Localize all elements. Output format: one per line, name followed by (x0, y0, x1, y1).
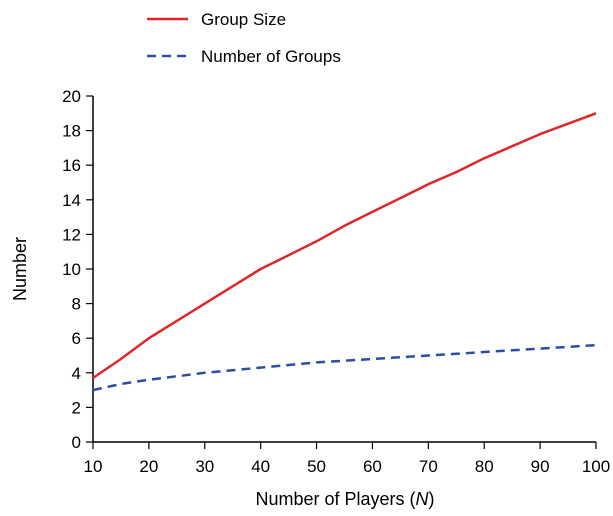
x-tick-label: 100 (582, 457, 610, 476)
x-tick-label: 70 (419, 457, 438, 476)
y-tick-label: 12 (62, 225, 81, 244)
y-ticks: 0 2 4 6 8 10 12 14 16 18 20 (62, 87, 93, 452)
y-axis-title: Number (10, 237, 30, 301)
y-tick-label: 0 (72, 433, 81, 452)
x-axis-title-variable: N (416, 489, 430, 509)
x-tick-label: 10 (84, 457, 103, 476)
axes (92, 96, 596, 443)
x-tick-label: 50 (307, 457, 326, 476)
series-line-number-of-groups (92, 343, 597, 392)
y-tick-label: 16 (62, 156, 81, 175)
y-tick-label: 14 (62, 191, 81, 210)
legend: Group Size Number of Groups (147, 10, 341, 66)
plot-lines (92, 112, 597, 392)
x-tick-label: 80 (475, 457, 494, 476)
x-axis-title-start: Number of Players ( (255, 489, 415, 509)
x-tick-label: 30 (195, 457, 214, 476)
y-tick-label: 20 (62, 87, 81, 106)
y-tick-label: 2 (72, 398, 81, 417)
x-ticks: 10 20 30 40 50 60 70 80 90 100 (84, 442, 610, 476)
y-tick-label: 4 (72, 364, 81, 383)
x-tick-label: 20 (139, 457, 158, 476)
x-axis-title: Number of Players (N) (255, 489, 434, 509)
y-tick-label: 6 (72, 329, 81, 348)
legend-label-number-of-groups: Number of Groups (201, 47, 341, 66)
x-tick-label: 40 (251, 457, 270, 476)
y-tick-label: 18 (62, 122, 81, 141)
y-tick-label: 10 (62, 260, 81, 279)
x-tick-label: 60 (363, 457, 382, 476)
x-tick-label: 90 (531, 457, 550, 476)
y-tick-label: 8 (72, 295, 81, 314)
x-axis-title-end: ) (429, 489, 435, 509)
legend-label-group-size: Group Size (201, 10, 286, 29)
series-line-group-size (92, 112, 597, 380)
